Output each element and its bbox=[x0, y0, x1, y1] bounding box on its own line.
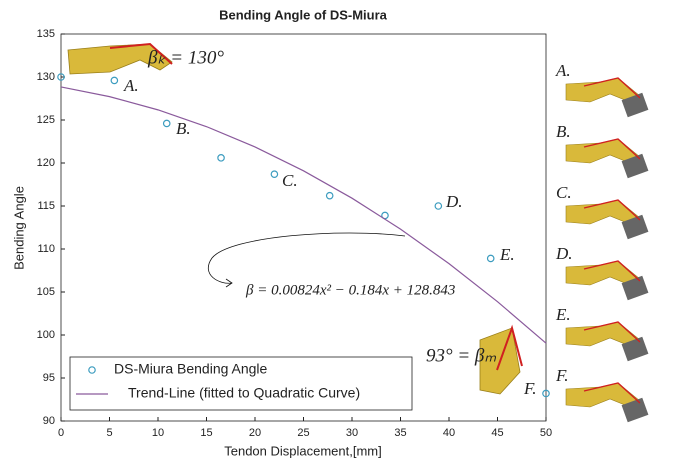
end-angle: 93° = βₘ bbox=[426, 345, 496, 366]
x-tick-label: 15 bbox=[200, 427, 212, 439]
x-tick-label: 30 bbox=[346, 427, 358, 439]
point-label: C. bbox=[282, 171, 298, 190]
data-point bbox=[325, 191, 334, 200]
block-shape bbox=[621, 214, 649, 240]
start-angle: βₖ = 130° bbox=[147, 47, 224, 68]
y-tick-label: 115 bbox=[37, 200, 55, 212]
data-point bbox=[162, 119, 171, 128]
data-point bbox=[217, 154, 225, 162]
block-shape bbox=[621, 153, 649, 179]
data-point bbox=[57, 73, 65, 81]
x-tick-label: 0 bbox=[58, 427, 64, 439]
trend-line bbox=[60, 86, 547, 344]
y-tick-label: 90 bbox=[43, 415, 55, 427]
point-label: B. bbox=[176, 119, 191, 138]
x-tick-label: 45 bbox=[491, 427, 503, 439]
equation: β = 0.00824x² − 0.184x + 128.843 bbox=[245, 282, 455, 298]
panel-image bbox=[565, 77, 649, 118]
legend-label: DS-Miura Bending Angle bbox=[114, 361, 268, 377]
fold-edge bbox=[583, 199, 641, 221]
fold-edge bbox=[583, 260, 641, 282]
panel-image bbox=[565, 260, 649, 301]
panel-label: F. bbox=[555, 366, 568, 385]
y-tick-label: 120 bbox=[37, 157, 55, 169]
panel-image bbox=[565, 138, 649, 179]
panel-image bbox=[565, 382, 649, 423]
block-shape bbox=[621, 92, 649, 118]
y-axis-label: Bending Angle bbox=[11, 186, 26, 270]
block-shape bbox=[621, 275, 649, 301]
inset-end bbox=[479, 324, 523, 395]
data-point bbox=[542, 389, 550, 398]
arrow bbox=[207, 232, 406, 284]
point-label: E. bbox=[499, 245, 515, 264]
fold-edge bbox=[583, 382, 641, 404]
point-label: A. bbox=[123, 76, 139, 95]
point-label: D. bbox=[445, 192, 463, 211]
legend-box bbox=[69, 356, 413, 411]
chart-title: Bending Angle of DS-Miura bbox=[219, 7, 388, 22]
legend: DS-Miura Bending Angle Trend-Line (fitted… bbox=[69, 356, 413, 411]
panel-image bbox=[565, 321, 649, 362]
panel-label: E. bbox=[555, 305, 571, 324]
fold-edge bbox=[583, 77, 641, 99]
y-tick-label: 105 bbox=[37, 286, 55, 298]
y-tick-label: 130 bbox=[37, 71, 55, 83]
data-point bbox=[270, 170, 279, 178]
block-shape bbox=[621, 336, 649, 362]
y-tick-label: 100 bbox=[37, 329, 55, 341]
y-tick-label: 135 bbox=[37, 28, 55, 40]
panel-label: A. bbox=[555, 61, 571, 80]
x-tick-label: 10 bbox=[152, 427, 164, 439]
point-label: F. bbox=[523, 379, 536, 398]
y-tick-label: 110 bbox=[37, 243, 55, 255]
data-point bbox=[434, 202, 443, 210]
panel-label: B. bbox=[556, 122, 571, 141]
inset-start bbox=[67, 42, 173, 75]
block-shape bbox=[621, 397, 649, 423]
legend-marker bbox=[88, 366, 96, 374]
panel-image bbox=[565, 199, 649, 240]
x-tick-label: 20 bbox=[249, 427, 261, 439]
data-point bbox=[110, 76, 119, 85]
data-point bbox=[486, 254, 495, 263]
arrow-head bbox=[225, 278, 233, 288]
x-tick-label: 50 bbox=[540, 427, 552, 439]
fold-edge bbox=[583, 321, 641, 343]
fold-edge bbox=[583, 138, 641, 160]
y-tick-label: 95 bbox=[43, 372, 55, 384]
legend-label: Trend-Line (fitted to Quadratic Curve) bbox=[128, 385, 360, 401]
x-tick-label: 35 bbox=[394, 427, 406, 439]
x-axis-label: Tendon Displacement,[mm] bbox=[224, 443, 382, 458]
panel-label: C. bbox=[556, 183, 572, 202]
y-tick-label: 125 bbox=[37, 114, 55, 126]
x-tick-label: 25 bbox=[297, 427, 309, 439]
x-tick-label: 40 bbox=[443, 427, 455, 439]
x-tick-label: 5 bbox=[106, 427, 112, 439]
panel-label: D. bbox=[555, 244, 573, 263]
